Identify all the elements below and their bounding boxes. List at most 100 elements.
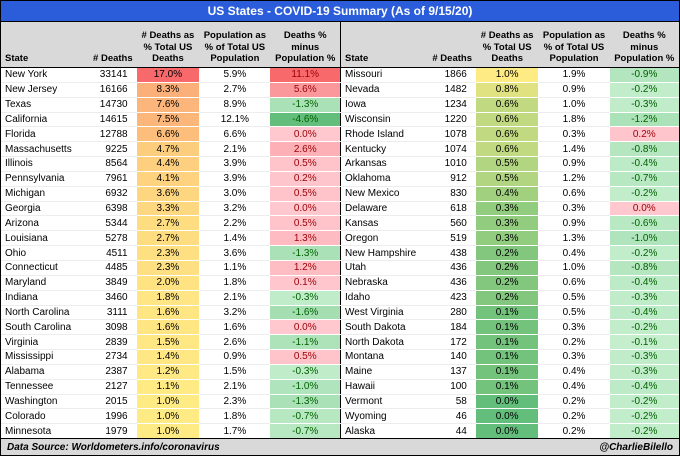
deaths-share-cell: 3.6%: [136, 186, 200, 202]
diff-cell: -1.1%: [270, 334, 340, 351]
deaths-share-cell: 8.3%: [136, 82, 200, 98]
state-cell: Rhode Island: [340, 126, 429, 143]
state-cell: North Carolina: [1, 305, 90, 321]
state-cell: Maine: [340, 364, 429, 380]
table-row: Arkansas 1010 0.5% 0.9% -0.4%: [340, 156, 679, 172]
state-cell: West Virginia: [340, 305, 429, 321]
pop-share-cell: 6.6%: [199, 126, 271, 143]
diff-cell: 0.0%: [270, 201, 340, 217]
pop-share-cell: 0.9%: [538, 215, 610, 232]
diff-cell: -0.2%: [609, 423, 679, 438]
table-row: Florida 12788 6.6% 6.6% 0.0%: [1, 126, 340, 143]
table-body-right: Missouri 1866 1.0% 1.9% -0.9% Nevada 1482 0.8% 0…: [340, 67, 679, 438]
pop-share-cell: 0.9%: [199, 349, 271, 365]
deaths-share-cell: 0.1%: [475, 349, 539, 365]
deaths-share-cell: 1.0%: [136, 408, 200, 425]
deaths-share-cell: 7.5%: [136, 112, 200, 128]
pop-share-cell: 0.2%: [538, 408, 610, 425]
table-row: South Carolina 3098 1.6% 1.6% 0.0%: [1, 319, 340, 336]
diff-cell: 1.3%: [270, 230, 340, 247]
pop-share-cell: 2.1%: [199, 290, 271, 306]
table-row: Utah 436 0.2% 1.0% -0.8%: [340, 260, 679, 276]
pop-share-cell: 2.1%: [199, 379, 271, 395]
deaths-cell: 14730: [89, 97, 137, 113]
diff-cell: 0.5%: [270, 215, 340, 232]
state-cell: Montana: [340, 349, 429, 365]
state-cell: Kansas: [340, 215, 429, 232]
deaths-share-cell: 1.1%: [136, 379, 200, 395]
table-row: Arizona 5344 2.7% 2.2% 0.5%: [1, 215, 340, 232]
deaths-cell: 2015: [89, 394, 137, 410]
deaths-cell: 100: [428, 379, 476, 395]
table-row: Michigan 6932 3.6% 3.0% 0.5%: [1, 186, 340, 202]
state-cell: Kentucky: [340, 141, 429, 158]
table-row: Maine 137 0.1% 0.4% -0.3%: [340, 364, 679, 380]
pop-share-cell: 2.3%: [199, 394, 271, 410]
state-cell: South Dakota: [340, 319, 429, 336]
deaths-cell: 280: [428, 305, 476, 321]
deaths-share-cell: 0.0%: [475, 394, 539, 410]
pop-share-cell: 0.9%: [538, 156, 610, 172]
deaths-share-cell: 0.0%: [475, 408, 539, 425]
table-row: Iowa 1234 0.6% 1.0% -0.3%: [340, 97, 679, 113]
tables-container: State # Deaths # Deaths as % Total US De…: [1, 22, 679, 438]
diff-cell: 0.5%: [270, 156, 340, 172]
column-header-diff: Deaths % minus Population %: [270, 22, 340, 68]
deaths-cell: 423: [428, 290, 476, 306]
deaths-cell: 172: [428, 334, 476, 351]
state-cell: Wisconsin: [340, 112, 429, 128]
deaths-cell: 6398: [89, 201, 137, 217]
state-cell: Utah: [340, 260, 429, 276]
pop-share-cell: 0.4%: [538, 379, 610, 395]
pop-share-cell: 2.6%: [199, 334, 271, 351]
pop-share-cell: 1.7%: [223, 425, 247, 437]
header-row: State # Deaths # Deaths as % Total US De…: [1, 22, 340, 68]
table-row: Virginia 2839 1.5% 2.6% -1.1%: [1, 334, 340, 351]
table-row: Kentucky 1074 0.6% 1.4% -0.8%: [340, 141, 679, 158]
state-cell: Arkansas: [340, 156, 429, 172]
diff-cell: -0.9%: [609, 67, 679, 83]
deaths-cell: 46: [428, 408, 476, 425]
table-body-left: New York 33141 17.0% 5.9% 11.1% New Jersey 161…: [1, 67, 340, 438]
column-header-deaths-share: # Deaths as % Total US Deaths: [136, 22, 200, 68]
deaths-share-cell: 1.2%: [136, 364, 200, 380]
state-cell: Alabama: [1, 364, 90, 380]
deaths-cell: 16166: [89, 82, 137, 98]
table-row: Maryland 3849 2.0% 1.8% 0.1%: [1, 275, 340, 291]
deaths-cell: 9225: [89, 141, 137, 158]
pop-share-cell: 1.9%: [538, 67, 610, 83]
table-row: Georgia 6398 3.3% 3.2% 0.0%: [1, 201, 340, 217]
diff-cell: -0.2%: [609, 245, 679, 261]
diff-cell: 5.6%: [270, 82, 340, 98]
diff-cell: -1.0%: [270, 379, 340, 395]
pop-share-cell: 3.2%: [199, 201, 271, 217]
pop-share-cell: 3.6%: [199, 245, 271, 261]
pop-share-cell: 2.2%: [199, 215, 271, 232]
state-cell: California: [1, 112, 90, 128]
state-cell: Massachusetts: [1, 141, 90, 158]
pop-share-cell: 0.6%: [538, 186, 610, 202]
state-cell: Indiana: [1, 290, 90, 306]
deaths-share-cell: 0.2%: [475, 275, 539, 291]
diff-cell: -1.3%: [270, 394, 340, 410]
diff-cell: 0.1%: [270, 275, 340, 291]
deaths-share-cell: 4.7%: [136, 141, 200, 158]
table-row: North Carolina 3111 1.6% 3.2% -1.6%: [1, 305, 340, 321]
deaths-cell: 2839: [89, 334, 137, 351]
deaths-cell: 12788: [89, 126, 137, 143]
deaths-cell: 1996: [89, 408, 137, 425]
state-cell: Minnesota: [5, 425, 52, 437]
header-row: State # Deaths # Deaths as % Total US De…: [340, 22, 679, 68]
diff-cell: 1.2%: [270, 260, 340, 276]
deaths-share-cell: 0.1%: [475, 319, 539, 336]
pop-share-cell: 12.1%: [199, 112, 271, 128]
diff-cell: -0.2%: [609, 408, 679, 425]
diff-cell: -0.2%: [609, 319, 679, 336]
states-table-left: State # Deaths # Deaths as % Total US De…: [1, 22, 340, 438]
diff-cell: 0.5%: [270, 186, 340, 202]
table-row: Louisiana 5278 2.7% 1.4% 1.3%: [1, 230, 340, 247]
deaths-share-cell: 1.0%: [136, 394, 200, 410]
state-cell: Texas: [1, 97, 90, 113]
table-row: Missouri 1866 1.0% 1.9% -0.9%: [340, 67, 679, 83]
diff-cell: -0.4%: [609, 156, 679, 172]
